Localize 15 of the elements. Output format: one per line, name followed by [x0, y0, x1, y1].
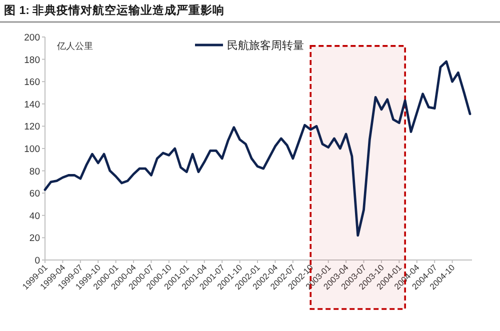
y-tick-label: 180 — [24, 54, 40, 66]
y-tick-label: 40 — [29, 210, 40, 222]
legend-label: 民航旅客周转量 — [227, 39, 304, 52]
chart-title: 图 1: 非典疫情对航空运输业造成严重影响 — [4, 3, 225, 17]
y-axis-title: 亿人公里 — [56, 41, 93, 51]
y-tick-label: 20 — [29, 233, 40, 244]
y-tick-label: 120 — [24, 122, 40, 133]
legend: 民航旅客周转量 — [195, 40, 304, 52]
y-tick-label: 100 — [24, 144, 40, 155]
y-tick-label: 200 — [24, 32, 40, 44]
y-tick-label: 140 — [24, 99, 40, 110]
y-tick-label: 60 — [29, 188, 40, 200]
y-tick-label: 160 — [24, 77, 40, 88]
y-tick-label: 80 — [29, 166, 40, 178]
y-tick-label: 0 — [34, 256, 40, 266]
